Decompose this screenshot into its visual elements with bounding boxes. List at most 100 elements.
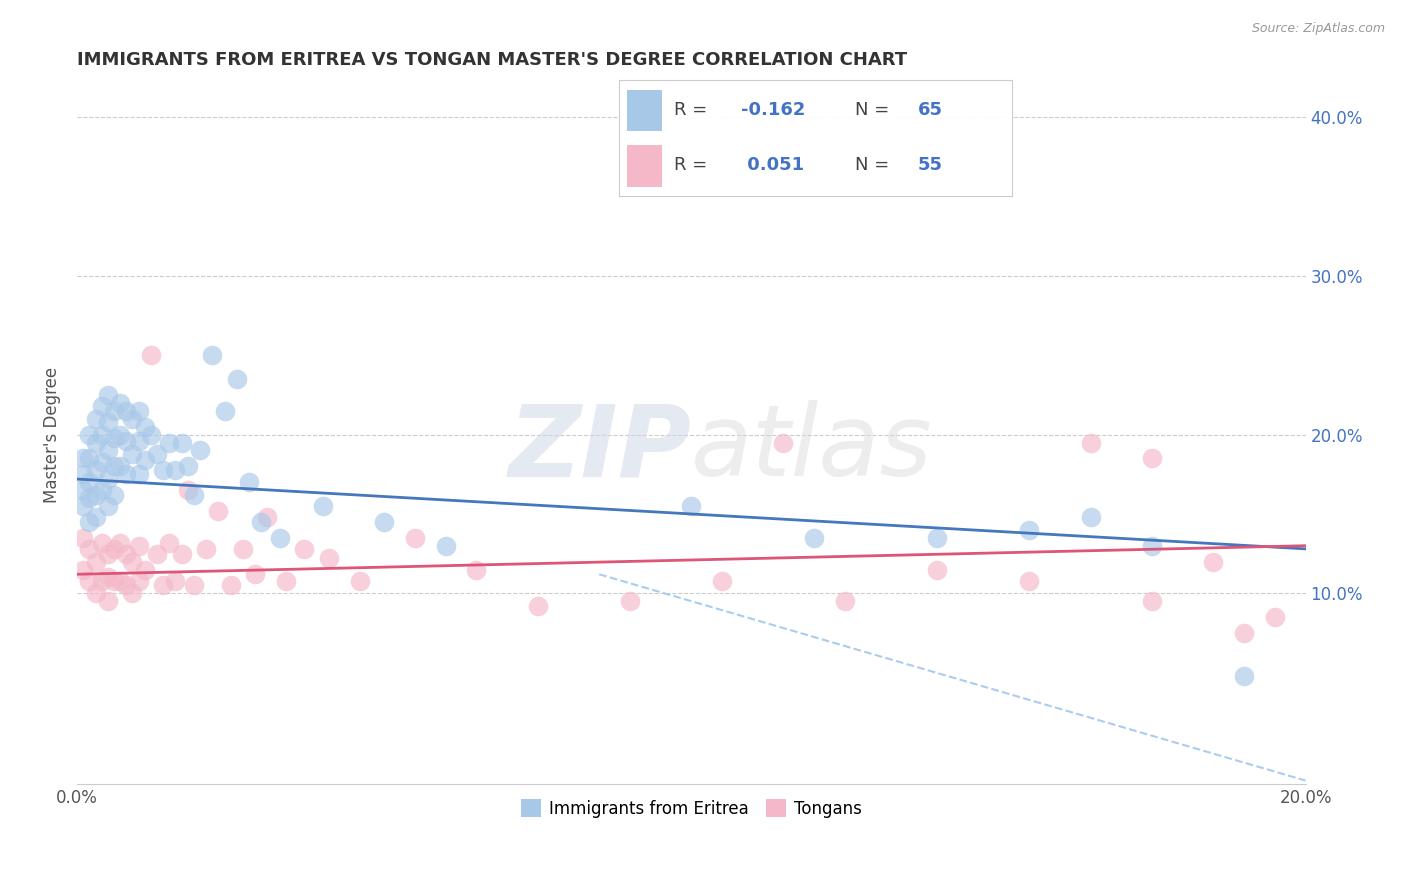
Point <box>238 475 260 490</box>
Point <box>434 539 457 553</box>
Point <box>97 570 120 584</box>
Point <box>1233 626 1256 640</box>
Point <box>97 499 120 513</box>
Point <box>146 447 169 461</box>
Text: 55: 55 <box>918 156 943 174</box>
Point <box>108 459 131 474</box>
Point <box>79 541 101 556</box>
Point <box>219 578 242 592</box>
Point <box>90 399 112 413</box>
Point <box>157 435 180 450</box>
Point <box>834 594 856 608</box>
Point <box>84 510 107 524</box>
Point <box>103 431 125 445</box>
Point <box>269 531 291 545</box>
Point <box>115 467 138 482</box>
Point <box>1080 510 1102 524</box>
Text: IMMIGRANTS FROM ERITREA VS TONGAN MASTER'S DEGREE CORRELATION CHART: IMMIGRANTS FROM ERITREA VS TONGAN MASTER… <box>77 51 907 69</box>
Point <box>79 491 101 505</box>
Point <box>128 467 150 482</box>
Point <box>84 555 107 569</box>
Point <box>1140 451 1163 466</box>
Point <box>214 404 236 418</box>
Point <box>97 443 120 458</box>
Point <box>526 599 548 613</box>
Point <box>84 435 107 450</box>
Point <box>84 586 107 600</box>
Point <box>1080 435 1102 450</box>
Point <box>84 462 107 476</box>
Point <box>1264 610 1286 624</box>
Point <box>115 547 138 561</box>
Point <box>97 388 120 402</box>
Point <box>176 483 198 498</box>
Point <box>245 567 267 582</box>
Point <box>121 447 143 461</box>
Point <box>97 547 120 561</box>
Point <box>1233 669 1256 683</box>
Point <box>619 594 641 608</box>
Point <box>170 547 193 561</box>
Point <box>1202 555 1225 569</box>
Point <box>97 415 120 429</box>
Point <box>152 462 174 476</box>
Legend: Immigrants from Eritrea, Tongans: Immigrants from Eritrea, Tongans <box>515 793 869 824</box>
Point <box>146 547 169 561</box>
Point <box>115 434 138 448</box>
Point <box>103 541 125 556</box>
Point <box>165 462 187 476</box>
Point <box>207 504 229 518</box>
Point <box>183 578 205 592</box>
Point <box>84 488 107 502</box>
Point <box>90 454 112 468</box>
Point <box>803 531 825 545</box>
Point <box>134 419 156 434</box>
Point <box>139 427 162 442</box>
Text: N =: N = <box>855 156 889 174</box>
Text: 65: 65 <box>918 102 943 120</box>
Point <box>115 578 138 592</box>
Point <box>79 515 101 529</box>
FancyBboxPatch shape <box>627 145 662 187</box>
Y-axis label: Master's Degree: Master's Degree <box>44 367 60 503</box>
Point <box>103 488 125 502</box>
Point <box>79 475 101 490</box>
Point <box>90 483 112 498</box>
Point <box>134 453 156 467</box>
Point <box>165 574 187 588</box>
Point <box>108 535 131 549</box>
Point <box>681 499 703 513</box>
Point <box>121 586 143 600</box>
FancyBboxPatch shape <box>627 89 662 131</box>
Text: ZIP: ZIP <box>509 401 692 497</box>
Point <box>115 404 138 418</box>
Point <box>108 574 131 588</box>
Point <box>201 348 224 362</box>
Point <box>108 396 131 410</box>
Point <box>772 435 794 450</box>
Point <box>72 467 94 482</box>
Point <box>1018 574 1040 588</box>
Point <box>72 451 94 466</box>
Point <box>97 472 120 486</box>
Point <box>79 451 101 466</box>
Point <box>84 411 107 425</box>
Point <box>72 483 94 498</box>
Point <box>250 515 273 529</box>
Point <box>121 555 143 569</box>
Point <box>318 551 340 566</box>
Point <box>225 372 247 386</box>
Point <box>274 574 297 588</box>
Point <box>103 459 125 474</box>
Point <box>373 515 395 529</box>
Point <box>134 562 156 576</box>
Point <box>188 443 211 458</box>
Point <box>79 427 101 442</box>
Point <box>292 541 315 556</box>
Point <box>1140 594 1163 608</box>
Point <box>925 531 948 545</box>
Point <box>103 574 125 588</box>
Point <box>711 574 734 588</box>
Text: N =: N = <box>855 102 889 120</box>
Point <box>128 404 150 418</box>
